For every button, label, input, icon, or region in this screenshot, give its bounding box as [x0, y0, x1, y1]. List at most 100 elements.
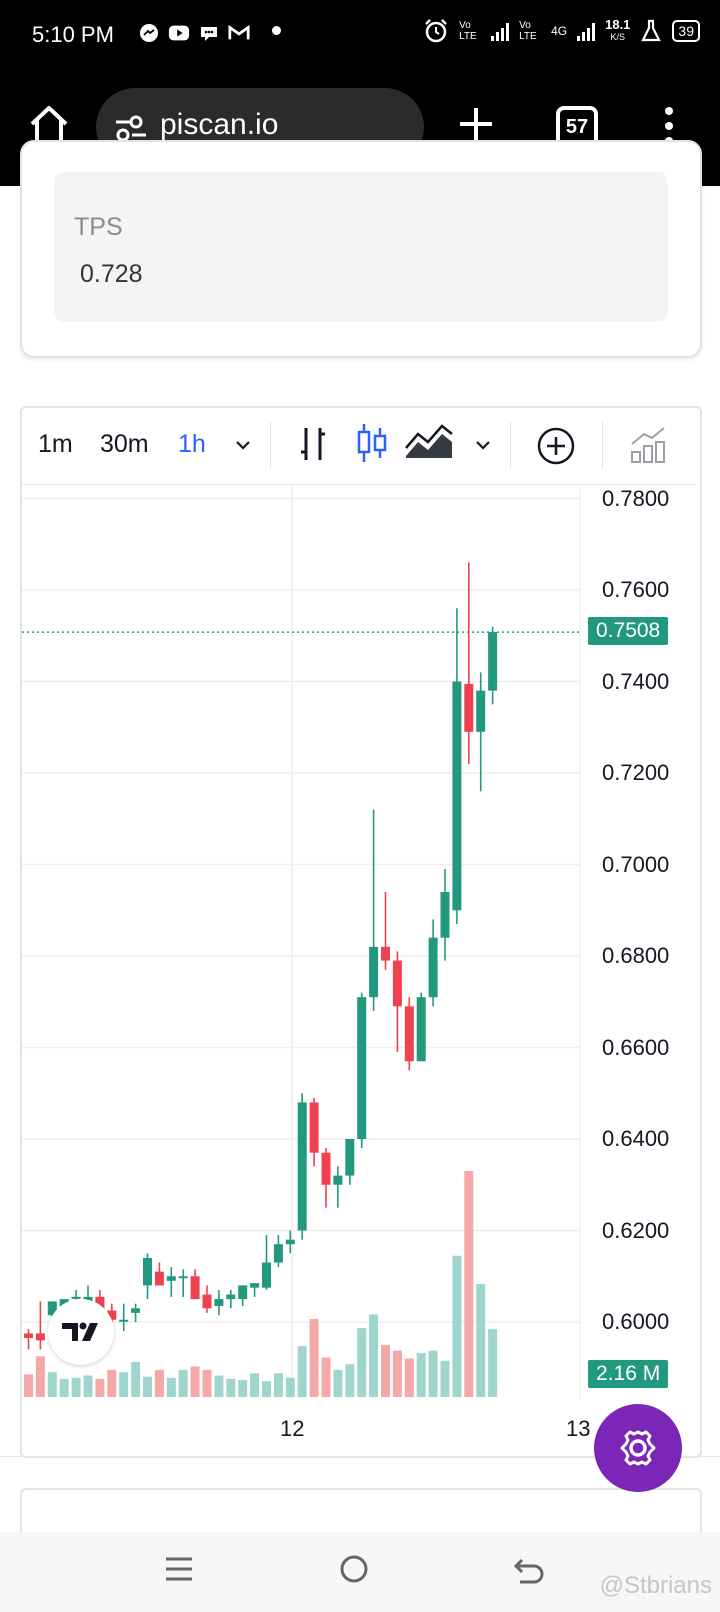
back-icon[interactable] — [512, 1552, 546, 1586]
candle-body — [178, 1276, 188, 1279]
candle-body — [404, 1006, 414, 1062]
volume-bar — [238, 1380, 248, 1397]
candle-body — [214, 1299, 224, 1306]
volte-1-label: Vo LTE — [459, 20, 477, 42]
signal-icon-1 — [491, 21, 510, 41]
volume-bar — [214, 1375, 224, 1397]
candle-body — [119, 1319, 129, 1322]
candle-body — [357, 997, 367, 1139]
new-tab-icon[interactable] — [456, 104, 496, 144]
battery-indicator: 39 — [672, 20, 700, 42]
candlestick-style-icon[interactable] — [356, 420, 388, 466]
volume-bar — [333, 1369, 343, 1397]
settings-button[interactable] — [594, 1404, 682, 1492]
volume-bar — [190, 1366, 200, 1397]
volume-bar — [154, 1369, 164, 1397]
volume-bar — [107, 1369, 117, 1397]
price-chart-card — [20, 406, 702, 1458]
candle-body — [250, 1283, 260, 1288]
tps-value: 0.728 — [80, 260, 143, 288]
volume-bar — [357, 1328, 367, 1397]
time-axis-label: 12 — [280, 1416, 305, 1441]
price-axis-label: 0.7200 — [602, 760, 670, 785]
volume-bar — [178, 1369, 188, 1397]
candle-body — [440, 891, 450, 938]
interval-dropdown-chevron-icon[interactable] — [234, 436, 252, 454]
chart-toolbar: 1m 30m 1h — [22, 408, 696, 485]
last-price-tag: 0.7508 — [588, 617, 669, 646]
volume-bar — [202, 1369, 212, 1397]
indicators-icon[interactable] — [628, 422, 668, 466]
tradingview-logo[interactable] — [48, 1299, 114, 1365]
price-axis-label: 0.7800 — [602, 485, 670, 511]
volume-bar — [381, 1345, 390, 1397]
volte-2-label: Vo LTE — [519, 20, 537, 42]
candle-body — [71, 1296, 81, 1299]
home-nav-icon[interactable] — [337, 1552, 371, 1586]
candle-body — [107, 1310, 117, 1320]
volume-bar — [226, 1378, 236, 1397]
volume-bars — [24, 1171, 498, 1397]
url-text: piscan.io — [160, 108, 279, 141]
network-type: 4G — [551, 24, 568, 38]
add-indicator-icon[interactable] — [536, 426, 576, 466]
volume-bar — [119, 1372, 129, 1397]
candle-body — [416, 997, 426, 1062]
notification-icons — [138, 22, 250, 44]
net-speed: 18.1 K/S — [605, 18, 630, 43]
watermark-text: @Stbrians — [599, 1572, 712, 1599]
last-volume-tag: 2.16 M — [588, 1360, 669, 1388]
site-settings-icon[interactable] — [114, 114, 148, 142]
gmail-icon — [228, 22, 250, 44]
status-bar: 5:10 PM Vo LTE Vo LTE 4G 18.1 K/S 39 — [0, 0, 720, 72]
candle-body — [131, 1308, 141, 1313]
candle-body — [333, 1175, 343, 1185]
bar-chart-style-icon[interactable] — [298, 422, 330, 466]
candle-body — [345, 1139, 355, 1176]
volume-bar — [273, 1373, 283, 1397]
price-axis-label: 0.6800 — [602, 943, 670, 968]
tps-label: TPS — [74, 213, 123, 241]
price-axis-label: 0.6000 — [602, 1309, 670, 1334]
toolbar-divider — [510, 422, 511, 468]
volume-bar — [250, 1373, 260, 1397]
volume-bar — [321, 1357, 331, 1397]
candle-body — [143, 1257, 152, 1286]
candle-body — [309, 1102, 319, 1153]
candle-body — [238, 1285, 248, 1300]
interval-30m[interactable]: 30m — [100, 430, 149, 458]
chart-style-dropdown-chevron-icon[interactable] — [474, 436, 492, 454]
youtube-icon — [168, 22, 190, 44]
more-notifications-dot — [272, 26, 281, 35]
price-candles — [24, 562, 498, 1350]
candle-body — [392, 960, 402, 1007]
candle-body — [428, 937, 438, 998]
system-nav-bar — [0, 1532, 720, 1612]
messenger-icon — [138, 22, 160, 44]
interval-1h[interactable]: 1h — [178, 430, 206, 458]
candle-body — [285, 1239, 295, 1245]
price-axis-label: 0.6600 — [602, 1034, 670, 1060]
volume-bar — [488, 1329, 498, 1397]
volume-bar — [476, 1284, 486, 1397]
volte-1: Vo LTE — [459, 20, 481, 42]
candle-body — [464, 683, 474, 732]
recents-icon[interactable] — [164, 1554, 194, 1584]
volume-bar — [345, 1364, 355, 1397]
volume-bar — [131, 1361, 141, 1397]
interval-1m[interactable]: 1m — [38, 430, 73, 458]
volume-bar — [262, 1381, 271, 1397]
toolbar-divider — [602, 422, 603, 468]
price-axis-label: 0.7600 — [602, 577, 670, 602]
candle-body — [202, 1294, 212, 1309]
volume-bar — [416, 1352, 426, 1397]
volume-bar — [47, 1372, 57, 1397]
toolbar-divider — [270, 422, 271, 468]
candle-body — [262, 1262, 271, 1288]
tradingview-logo-icon — [62, 1322, 98, 1341]
area-chart-style-icon[interactable] — [404, 422, 454, 462]
chart-grid — [22, 486, 581, 1400]
system-icons: Vo LTE Vo LTE 4G 18.1 K/S 39 — [423, 18, 700, 44]
volume-bar — [464, 1171, 474, 1397]
